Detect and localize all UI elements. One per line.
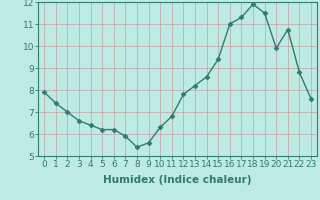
X-axis label: Humidex (Indice chaleur): Humidex (Indice chaleur) (103, 175, 252, 185)
